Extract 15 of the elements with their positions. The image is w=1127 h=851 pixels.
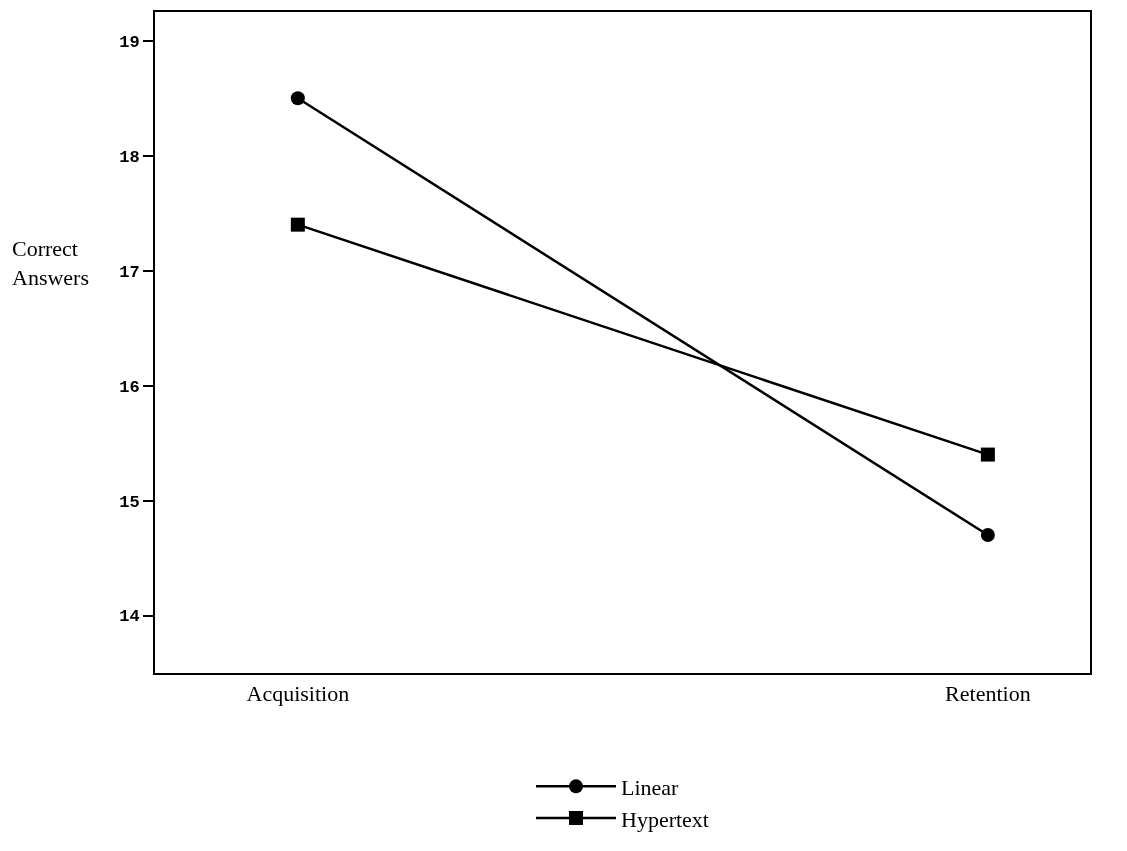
x-tick-label: Acquisition xyxy=(246,681,350,707)
legend-label: Linear xyxy=(621,774,680,800)
y-tick-label: 19 xyxy=(119,32,140,52)
legend-label: Hypertext xyxy=(621,806,709,832)
x-tick-label: Retention xyxy=(945,681,1031,707)
point xyxy=(980,447,995,462)
point xyxy=(980,528,995,543)
y-tick-label: 16 xyxy=(119,377,140,397)
point xyxy=(290,91,305,106)
y-tick-label: 17 xyxy=(119,262,140,282)
y-axis-title: Correct Answers xyxy=(12,236,89,290)
y-tick-label: 15 xyxy=(119,492,140,512)
y-tick-label: 18 xyxy=(119,147,140,167)
y-tick-label: 14 xyxy=(119,607,140,627)
point xyxy=(290,217,305,232)
